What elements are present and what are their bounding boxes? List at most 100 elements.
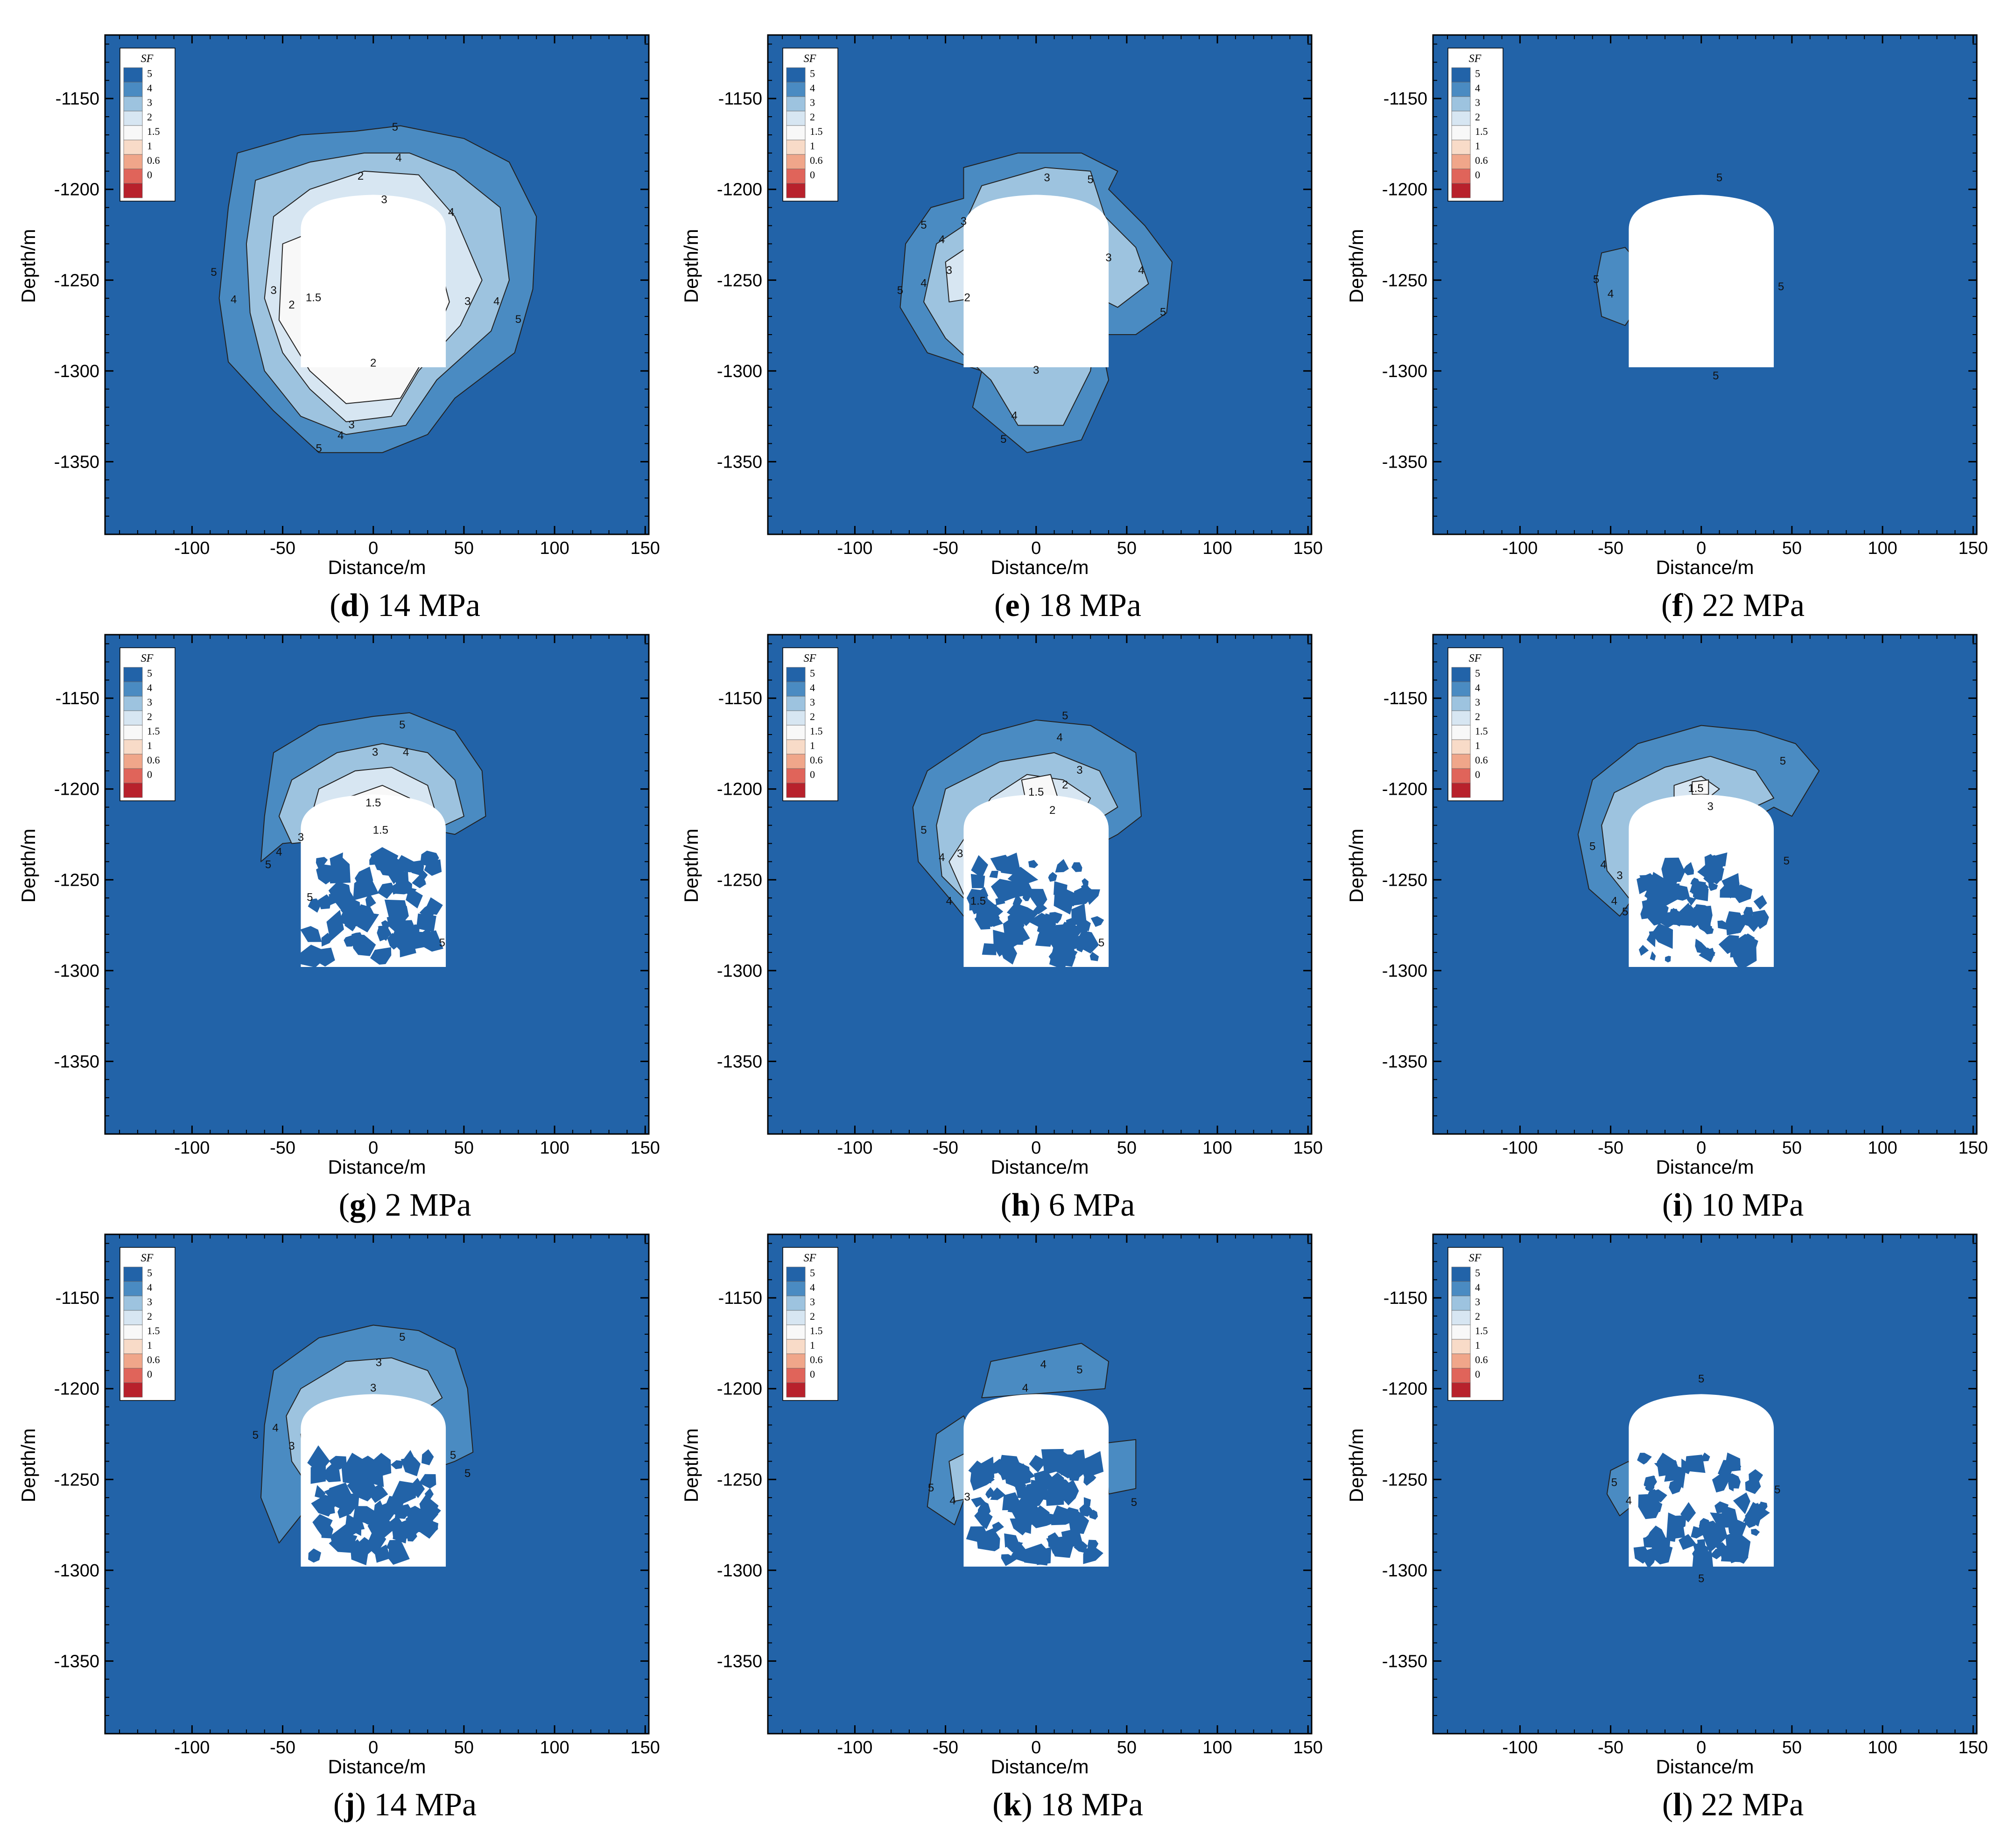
- panel-d-caption-pressure: 14 MPa: [370, 588, 480, 623]
- panel-l-legend-label: 5: [1475, 1267, 1480, 1279]
- panel-i-rock-block: [1740, 933, 1755, 946]
- panel-e-caption-paren-close: ): [1019, 588, 1030, 623]
- panel-h-rock-block: [1001, 935, 1012, 948]
- panel-i-legend-label: 0: [1475, 769, 1480, 780]
- panel-g-rock-block: [339, 887, 355, 903]
- panel-k-legend-label: 0.6: [810, 1354, 823, 1365]
- panel-k-caption-paren-open: (: [992, 1787, 1003, 1823]
- panel-i-rock-block: [1644, 891, 1655, 901]
- panel-k-x-tick-label: -100: [837, 1738, 872, 1757]
- panel-g-legend-swatch: [123, 710, 143, 726]
- panel-l-legend-title: SF: [1469, 1252, 1482, 1264]
- panel-i-rock-block: [1665, 956, 1671, 963]
- panel-i-rock-block: [1655, 883, 1680, 906]
- panel-i-legend-swatch: [1451, 696, 1471, 711]
- panel-g-rock-block: [329, 855, 351, 884]
- panel-k-caption: (k) 18 MPa: [992, 1787, 1143, 1823]
- panel-f-legend-swatch: [1451, 96, 1471, 112]
- panel-i-legend: SF 5 4 3 2 1.5 1 0.6 0: [1447, 647, 1503, 801]
- panel-l-x-tick-label: -50: [1598, 1738, 1623, 1757]
- panel-f-y-axis-label: Depth/m: [1345, 229, 1367, 303]
- panel-g-legend-label: 0.6: [147, 754, 160, 766]
- panel-j-rock-block: [391, 1460, 404, 1470]
- panel-l-rock-block: [1702, 1552, 1711, 1559]
- panel-l-contour-label: 4: [1626, 1494, 1632, 1507]
- panel-d-legend-swatch: [123, 96, 143, 112]
- panel-i-legend-label: 0.6: [1475, 754, 1488, 766]
- panel-i-caption-letter: i: [1673, 1187, 1682, 1223]
- panel-g-legend-label: 1: [147, 740, 152, 751]
- panel-g-legend-label: 0: [147, 769, 152, 780]
- panel-i-legend-label: 1: [1475, 740, 1480, 751]
- panel-i-legend-swatch: [1451, 725, 1471, 740]
- panel-g-legend-swatch: [123, 768, 143, 784]
- panel-d-legend-label: 2: [147, 111, 152, 123]
- panel-e-x-axis-label: Distance/m: [990, 556, 1089, 578]
- panel-e-y-tick-label: -1150: [718, 89, 762, 109]
- panel-l-rock-block: [1641, 1455, 1648, 1463]
- panel-e-caption-paren-open: (: [994, 588, 1005, 623]
- panel-f-caption-pressure: 22 MPa: [1694, 588, 1805, 623]
- panel-d-legend-label: 1.5: [147, 126, 160, 137]
- panel-h-rock-block: [1089, 952, 1099, 961]
- panel-d-legend-label: 0.6: [147, 154, 160, 166]
- panel-i-rock-block: [1751, 910, 1769, 929]
- panel-e-legend-swatch: [786, 111, 806, 126]
- panel-g-caption: (g) 2 MPa: [339, 1187, 471, 1223]
- panel-l-caption-paren-open: (: [1662, 1787, 1673, 1823]
- panel-g-contour-label: 1.5: [365, 797, 381, 809]
- panel-l-legend-label: 2: [1475, 1310, 1480, 1322]
- panel-k-legend-swatch: [786, 1353, 806, 1369]
- panel-i-x-tick-label: 150: [1959, 1138, 1988, 1158]
- panel-g-rock-block: [355, 867, 373, 889]
- panel-g-rock-block: [369, 854, 378, 865]
- panel-i-x-tick-label: -100: [1502, 1138, 1538, 1158]
- panel-i-rock-block: [1697, 861, 1718, 879]
- panel-j-y-tick-label: -1300: [54, 1561, 99, 1581]
- panel-i-caption: (i) 10 MPa: [1662, 1187, 1804, 1223]
- panel-e-legend-label: 0: [810, 169, 815, 181]
- panel-h-contour-label: 5: [1062, 709, 1068, 722]
- panel-e-contour-label: 3: [946, 264, 952, 277]
- panel-j-legend-label: 1: [147, 1339, 152, 1351]
- panel-g-contour-label: 1.5: [373, 824, 388, 837]
- panel-i-rock-block: [1743, 907, 1754, 917]
- panel-l-x-tick-label: 100: [1868, 1738, 1897, 1757]
- panel-e-contour-label: 4: [939, 233, 945, 246]
- panel-i-rock-block: [1651, 923, 1673, 949]
- panel-h-y-tick-label: -1250: [717, 870, 762, 890]
- panel-j-contour-label: 5: [464, 1467, 471, 1480]
- panel-g-rock-block: [418, 870, 428, 881]
- panel-i-y-tick-label: -1150: [1384, 689, 1427, 708]
- panel-j-rock-block: [344, 1528, 357, 1538]
- panel-l-legend-swatch: [1451, 1339, 1471, 1354]
- panel-f-legend-label: 0.6: [1475, 154, 1488, 166]
- panel-l-rock-block: [1680, 1502, 1696, 1523]
- panel-f-contour-label: 5: [1716, 172, 1722, 184]
- panel-k-legend-swatch: [786, 1382, 806, 1398]
- panel-f-y-tick-label: -1250: [1382, 271, 1427, 290]
- panel-h-contour-label: 4: [1057, 731, 1063, 744]
- panel-k-contour-label: 5: [1131, 1496, 1137, 1509]
- panel-h-rock-block: [1007, 867, 1039, 886]
- panel-k-rock-block: [1041, 1449, 1064, 1475]
- panel-l-legend-swatch: [1451, 1295, 1471, 1311]
- panel-k-contour-label: 4: [1022, 1382, 1028, 1394]
- panel-d-contour-label: 2: [288, 299, 295, 311]
- panel-g-legend-label: 3: [147, 696, 152, 708]
- panel-l-legend-swatch: [1451, 1368, 1471, 1383]
- panel-l-rock-block: [1719, 1506, 1738, 1528]
- panel-i-rock-block: [1649, 931, 1658, 938]
- panel-k-legend-swatch: [786, 1295, 806, 1311]
- panel-k-contour-label: 4: [1040, 1358, 1047, 1371]
- panel-e-legend-swatch: [786, 154, 806, 169]
- panel-g-x-tick-label: 100: [540, 1138, 569, 1158]
- panel-k-legend-label: 4: [810, 1281, 815, 1293]
- panel-j-rock-block: [353, 1506, 379, 1524]
- panel-g-x-tick-label: 150: [631, 1138, 660, 1158]
- panel-i-caption-paren-open: (: [1662, 1187, 1673, 1223]
- panel-d-caption-paren-open: (: [330, 588, 340, 623]
